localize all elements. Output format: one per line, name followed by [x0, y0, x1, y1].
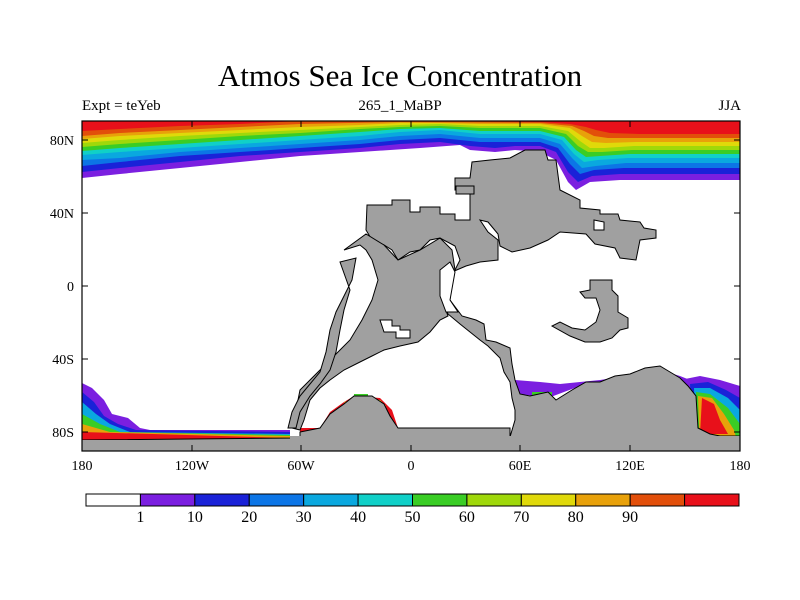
plot-title: Atmos Sea Ice Concentration [217, 58, 583, 93]
y-tick-labels: 80N 40N 0 40S 80S [50, 134, 74, 441]
colorbar-label: 20 [241, 509, 257, 526]
colorbar-label: 80 [568, 509, 584, 526]
x-tick-label: 180 [72, 459, 93, 474]
y-tick-label: 40N [50, 207, 74, 222]
colorbar-swatch [139, 493, 196, 507]
colorbar-label: 1 [136, 509, 144, 526]
colorbar-swatch [575, 493, 631, 507]
season-label: JJA [718, 98, 741, 114]
x-tick-label: 0 [408, 459, 415, 474]
axis-ticks [81, 121, 741, 451]
colorbar [85, 493, 740, 507]
x-tick-labels: 180 120W 60W 0 60E 120E 180 [72, 459, 751, 474]
colorbar-swatch [520, 493, 577, 507]
colorbar-swatch [629, 493, 686, 507]
colorbar-label: 10 [187, 509, 203, 526]
colorbar-label: 50 [405, 509, 421, 526]
colorbar-swatch [466, 493, 522, 507]
time-label: 265_1_MaBP [358, 98, 442, 114]
colorbar-label: 60 [459, 509, 475, 526]
y-tick-label: 40S [52, 353, 74, 368]
arctic-sea-ice [82, 121, 740, 190]
colorbar-swatch [303, 493, 359, 507]
colorbar-swatch [684, 493, 740, 507]
colorbar-label: 40 [350, 509, 366, 526]
land-masses [81, 149, 741, 452]
x-tick-label: 60E [509, 459, 532, 474]
y-tick-label: 80N [50, 134, 74, 149]
colorbar-label: 30 [296, 509, 312, 526]
x-tick-label: 60W [287, 459, 315, 474]
x-tick-label: 120W [175, 459, 210, 474]
colorbar-swatch [357, 493, 414, 507]
colorbar-swatch [248, 493, 305, 507]
experiment-label: Expt = teYeb [82, 98, 161, 114]
colorbar-swatch [412, 493, 468, 507]
colorbar-label: 90 [622, 509, 638, 526]
colorbar-swatch [85, 493, 141, 507]
colorbar-swatch [194, 493, 250, 507]
y-tick-label: 80S [52, 426, 74, 441]
y-tick-label: 0 [67, 280, 74, 295]
colorbar-label: 70 [513, 509, 529, 526]
x-tick-label: 120E [615, 459, 645, 474]
x-tick-label: 180 [730, 459, 751, 474]
colorbar-labels: 1 10 20 30 40 50 60 70 80 90 [136, 509, 638, 526]
